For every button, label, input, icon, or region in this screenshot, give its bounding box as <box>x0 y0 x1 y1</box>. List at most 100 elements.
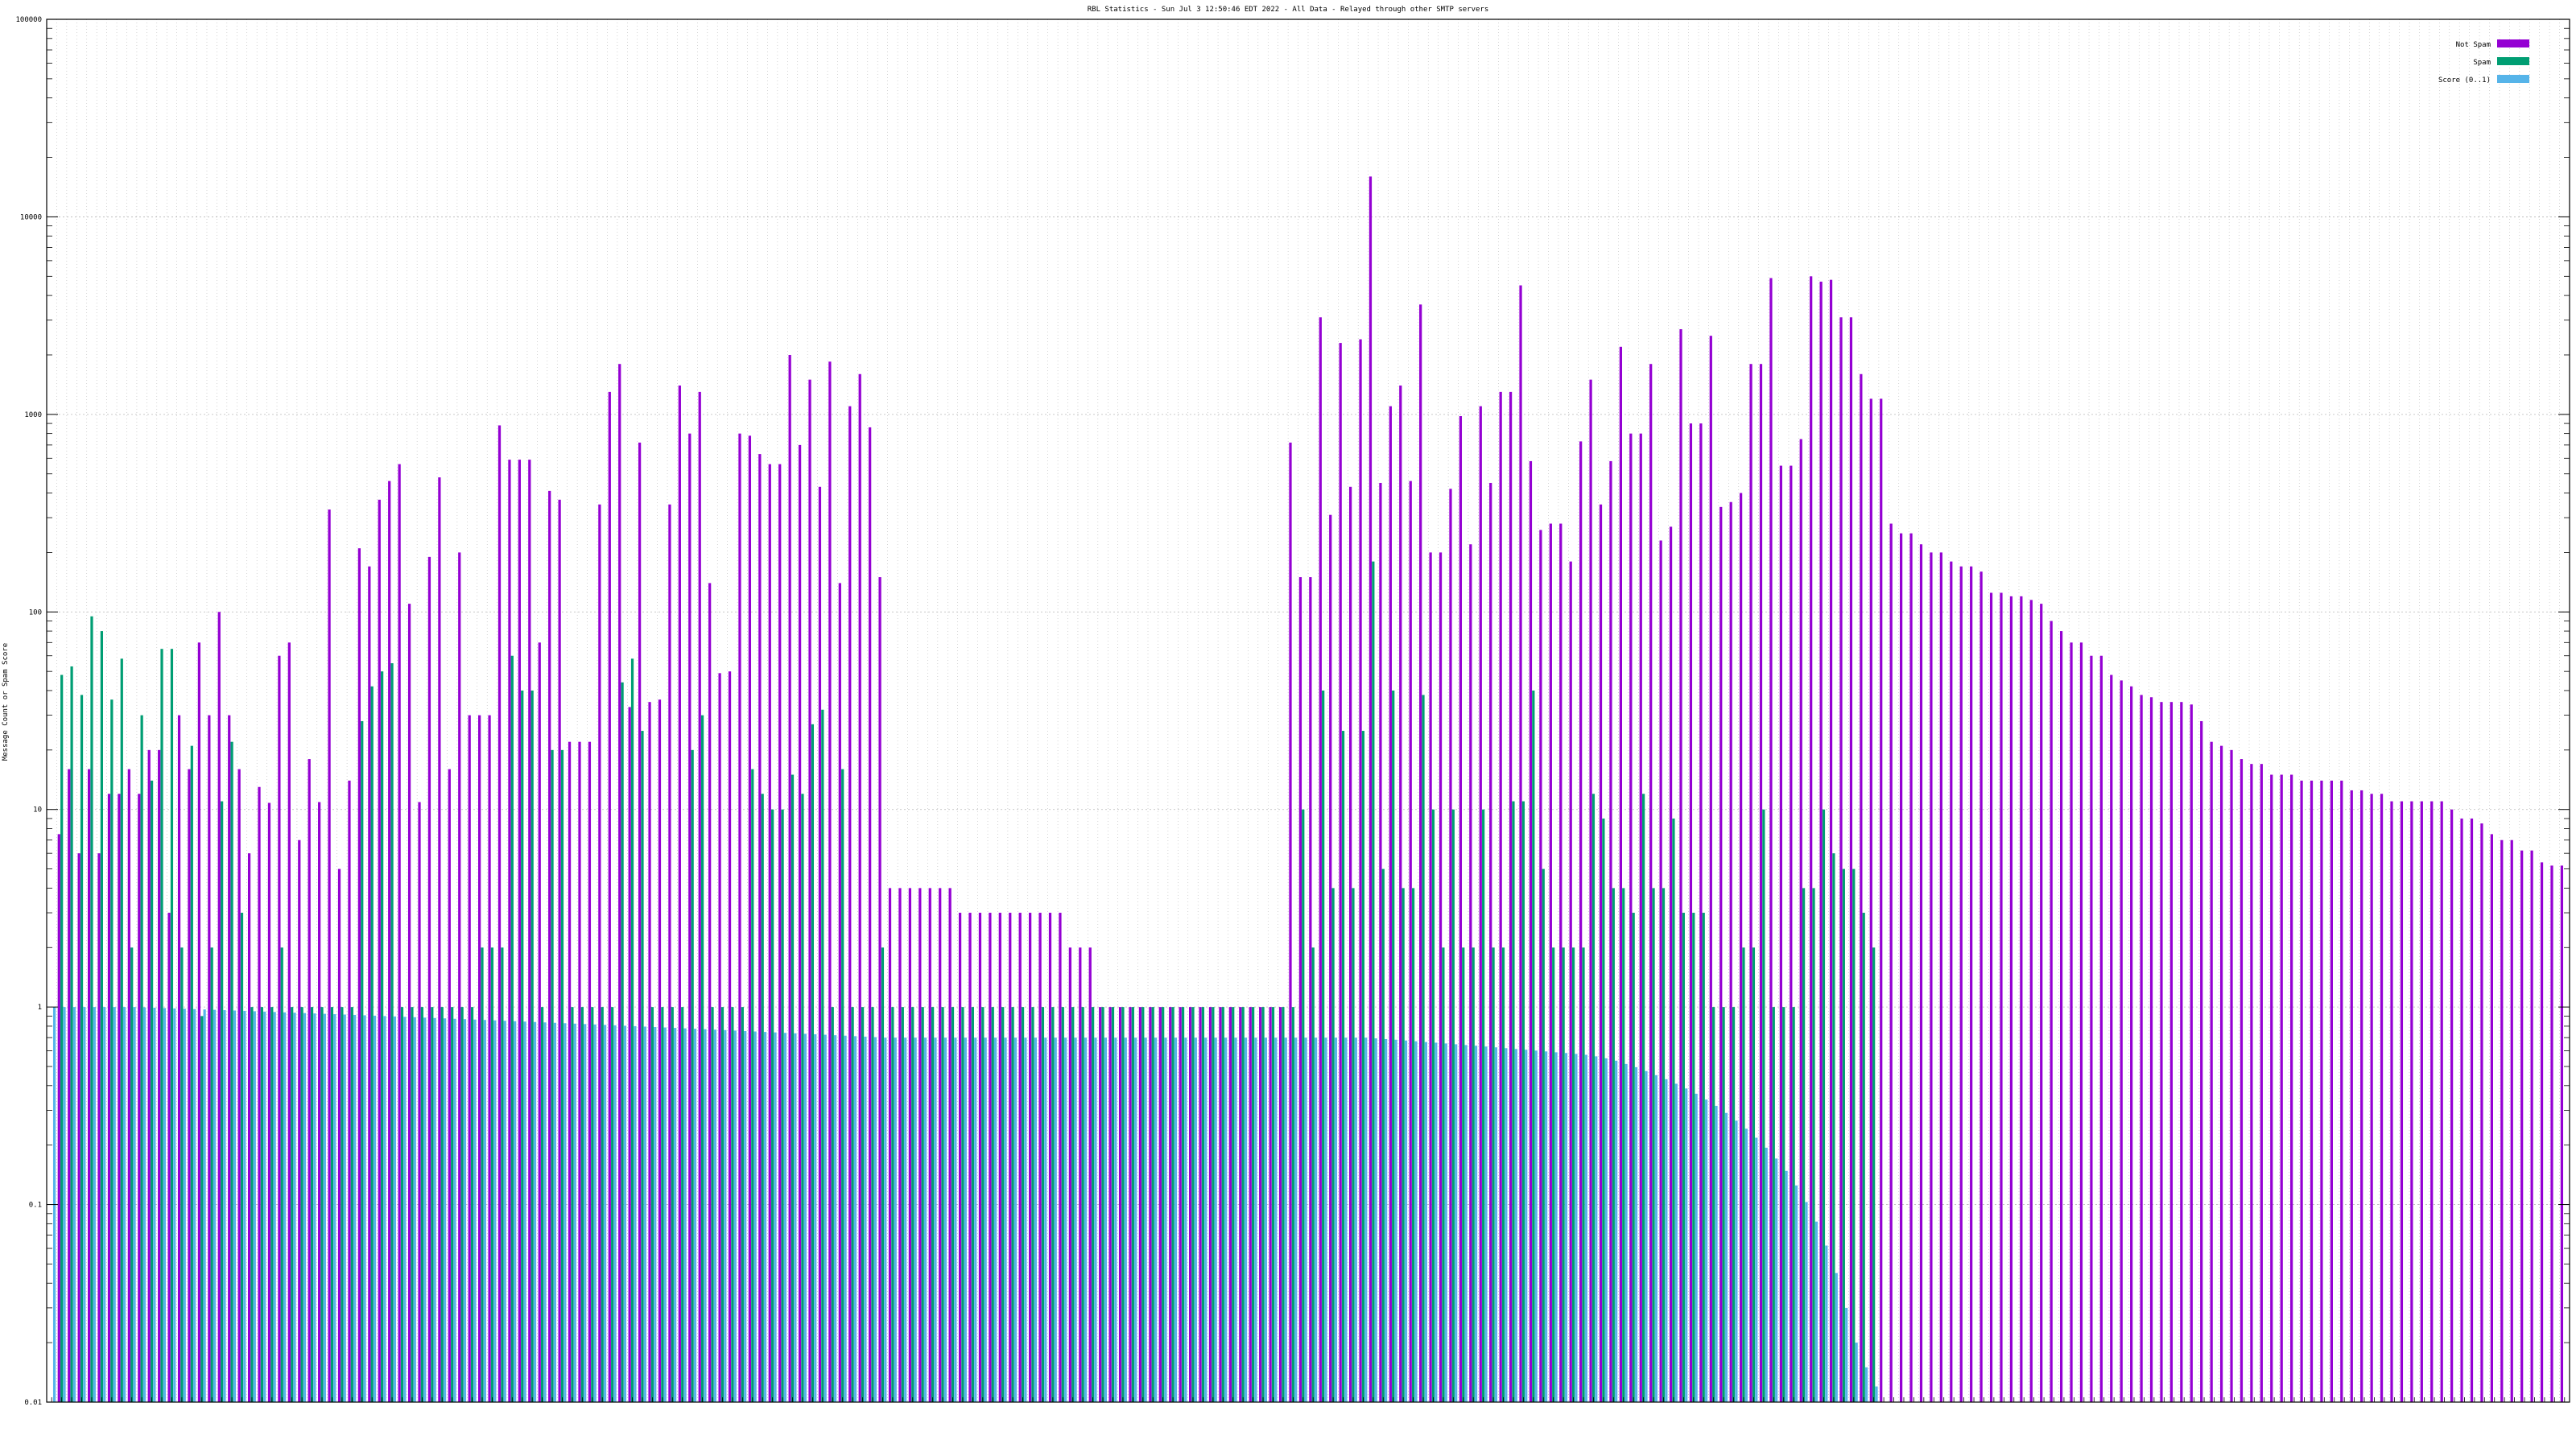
spam-bar <box>180 947 184 1402</box>
spam-bar <box>1832 853 1835 1402</box>
score-bar <box>603 1025 607 1402</box>
spam-bar <box>711 1007 714 1402</box>
score-bar <box>1755 1137 1758 1402</box>
not-spam-bar <box>2370 794 2373 1402</box>
not-spam-bar <box>1880 398 1883 1402</box>
not-spam-bar <box>2200 720 2203 1402</box>
spam-bar <box>460 1007 464 1402</box>
not-spam-bar <box>328 509 331 1402</box>
spam-bar <box>801 794 804 1402</box>
spam-bar <box>70 666 73 1402</box>
not-spam-bar <box>1199 1007 1202 1402</box>
not-spam-bar <box>1059 913 1062 1402</box>
spam-bar <box>661 1007 664 1402</box>
not-spam-bar <box>1919 544 1923 1402</box>
not-spam-bar <box>968 913 972 1402</box>
spam-bar <box>1171 1007 1174 1402</box>
not-spam-bar <box>1259 1007 1262 1402</box>
score-bar <box>183 1009 186 1402</box>
not-spam-bar <box>1889 523 1893 1402</box>
not-spam-bar <box>247 853 251 1402</box>
spam-bar <box>1251 1007 1255 1402</box>
not-spam-bar <box>2420 801 2423 1402</box>
not-spam-bar <box>2300 780 2303 1402</box>
not-spam-bar <box>2510 839 2513 1402</box>
not-spam-bar <box>97 853 101 1402</box>
score-bar <box>1794 1185 1798 1402</box>
not-spam-bar <box>1319 317 1322 1402</box>
not-spam-bar <box>68 769 71 1402</box>
spam-bar <box>1482 809 1485 1402</box>
score-bar <box>783 1033 787 1402</box>
score-bar <box>1054 1037 1057 1402</box>
not-spam-bar <box>2140 695 2143 1402</box>
spam-bar <box>1402 888 1405 1402</box>
not-spam-bar <box>718 673 721 1402</box>
score-bar <box>313 1013 316 1402</box>
spam-bar <box>1662 888 1666 1402</box>
not-spam-bar <box>308 759 311 1402</box>
not-spam-bar <box>1368 176 1373 1403</box>
score-bar <box>744 1030 747 1402</box>
spam-bar <box>1341 731 1345 1402</box>
spam-bar <box>551 749 554 1402</box>
score-bar <box>243 1010 246 1402</box>
not-spam-bar <box>1329 514 1332 1403</box>
score-bar <box>1604 1058 1608 1402</box>
not-spam-bar <box>728 671 732 1402</box>
not-spam-bar <box>1629 433 1633 1402</box>
spam-bar <box>781 809 784 1402</box>
not-spam-bar <box>2470 818 2474 1402</box>
score-bar <box>593 1024 597 1402</box>
score-bar <box>1404 1040 1408 1402</box>
score-bar <box>1064 1037 1067 1402</box>
spam-bar <box>110 699 114 1402</box>
not-spam-bar <box>1539 530 1542 1403</box>
score-bar <box>674 1028 677 1402</box>
not-spam-bar <box>1499 391 1502 1402</box>
spam-bar <box>611 1007 614 1402</box>
spam-bar <box>1271 1007 1275 1402</box>
score-bar <box>1164 1037 1167 1402</box>
score-bar <box>463 1019 467 1402</box>
not-spam-bar <box>1829 279 1833 1402</box>
spam-bar <box>821 709 824 1402</box>
score-bar <box>1264 1037 1268 1402</box>
score-bar <box>1835 1273 1838 1402</box>
spam-bar <box>1702 913 1705 1402</box>
not-spam-bar <box>1068 947 1071 1402</box>
not-spam-bar <box>1529 460 1533 1403</box>
not-spam-bar <box>1409 481 1412 1402</box>
spam-bar <box>1722 1007 1725 1402</box>
not-spam-bar <box>1459 416 1463 1402</box>
not-spam-bar <box>2059 631 2063 1402</box>
spam-bar <box>330 1007 334 1402</box>
spam-bar <box>1061 1007 1064 1402</box>
not-spam-bar <box>478 715 481 1402</box>
score-bar <box>1324 1037 1327 1402</box>
not-spam-bar <box>2130 686 2133 1402</box>
not-spam-bar <box>538 642 541 1402</box>
score-bar <box>1004 1037 1007 1402</box>
not-spam-bar <box>1569 561 1572 1402</box>
score-bar <box>844 1035 847 1402</box>
score-bar <box>93 1007 96 1402</box>
spam-bar <box>140 715 143 1402</box>
not-spam-bar <box>197 642 201 1402</box>
score-bar <box>423 1017 427 1402</box>
spam-bar <box>1732 1007 1736 1402</box>
not-spam-bar <box>2430 801 2434 1402</box>
not-spam-bar <box>1930 552 1933 1402</box>
score-bar <box>1554 1052 1558 1402</box>
spam-bar <box>1802 888 1806 1402</box>
spam-bar <box>1742 947 1745 1402</box>
legend-swatch <box>2497 39 2529 47</box>
score-bar <box>1444 1043 1447 1402</box>
spam-bar <box>260 1007 263 1402</box>
not-spam-bar <box>1860 373 1863 1402</box>
spam-bar <box>100 631 104 1402</box>
not-spam-bar <box>2190 704 2193 1402</box>
not-spam-bar <box>1979 571 1983 1403</box>
score-bar <box>1214 1037 1217 1402</box>
spam-bar <box>431 1007 434 1402</box>
